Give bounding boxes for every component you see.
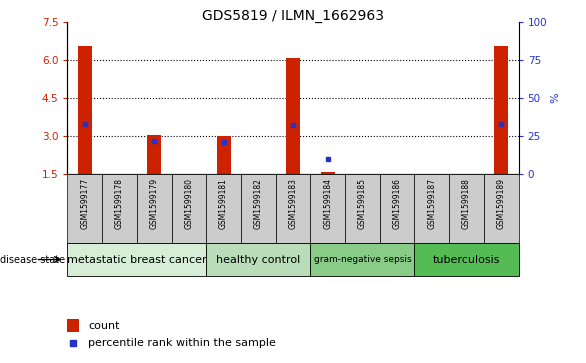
Text: GSM1599189: GSM1599189: [497, 178, 506, 229]
Bar: [321, 172, 335, 174]
Text: GSM1599179: GSM1599179: [149, 178, 159, 229]
Text: disease state: disease state: [0, 254, 65, 265]
Text: tuberculosis: tuberculosis: [433, 254, 500, 265]
Text: healthy control: healthy control: [216, 254, 301, 265]
Text: GDS5819 / ILMN_1662963: GDS5819 / ILMN_1662963: [202, 9, 384, 23]
Bar: [380, 174, 414, 243]
Bar: [78, 46, 91, 174]
Bar: [206, 243, 311, 276]
Text: gram-negative sepsis: gram-negative sepsis: [314, 255, 411, 264]
Bar: [275, 174, 311, 243]
Bar: [484, 174, 519, 243]
Text: GSM1599185: GSM1599185: [358, 178, 367, 229]
Text: metastatic breast cancer: metastatic breast cancer: [67, 254, 207, 265]
Bar: [495, 46, 508, 174]
Text: count: count: [88, 321, 120, 331]
Text: GSM1599181: GSM1599181: [219, 178, 228, 229]
Text: GSM1599180: GSM1599180: [185, 178, 193, 229]
Bar: [137, 174, 172, 243]
Text: GSM1599177: GSM1599177: [80, 178, 89, 229]
Text: GSM1599187: GSM1599187: [427, 178, 437, 229]
Text: percentile rank within the sample: percentile rank within the sample: [88, 338, 276, 348]
Bar: [311, 243, 414, 276]
Bar: [67, 243, 206, 276]
Y-axis label: %: %: [550, 93, 560, 103]
Bar: [241, 174, 275, 243]
Bar: [414, 174, 449, 243]
Bar: [67, 319, 79, 332]
Bar: [311, 174, 345, 243]
Bar: [172, 174, 206, 243]
Text: GSM1599183: GSM1599183: [288, 178, 298, 229]
Text: GSM1599182: GSM1599182: [254, 178, 263, 229]
Bar: [449, 174, 484, 243]
Bar: [286, 58, 300, 174]
Bar: [206, 174, 241, 243]
Text: GSM1599186: GSM1599186: [393, 178, 401, 229]
Bar: [147, 135, 161, 174]
Bar: [102, 174, 137, 243]
Text: GSM1599184: GSM1599184: [323, 178, 332, 229]
Bar: [345, 174, 380, 243]
Bar: [414, 243, 519, 276]
Bar: [217, 136, 230, 174]
Bar: [67, 174, 102, 243]
Text: GSM1599188: GSM1599188: [462, 178, 471, 229]
Text: GSM1599178: GSM1599178: [115, 178, 124, 229]
